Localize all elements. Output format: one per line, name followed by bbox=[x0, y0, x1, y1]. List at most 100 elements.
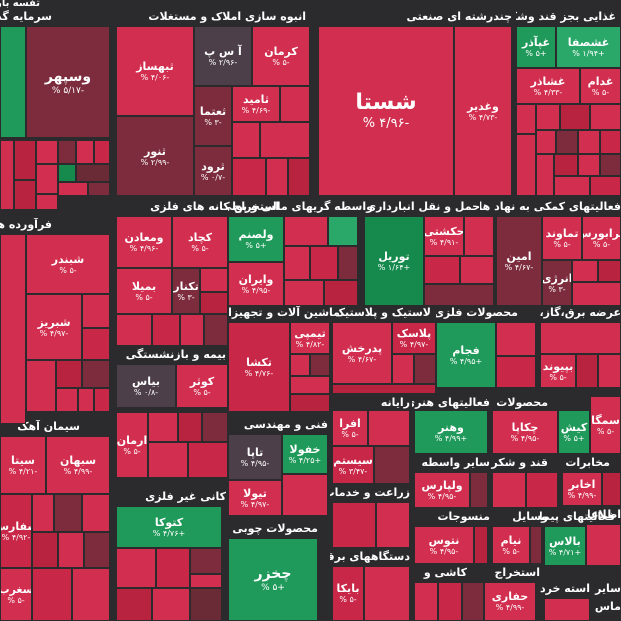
tile-small[interactable] bbox=[82, 494, 110, 532]
tile-sabahsaz[interactable]: ثبهساز -۴/۰۶ % bbox=[116, 26, 194, 116]
sector-header-metalprod[interactable]: محصولات فلزی bbox=[436, 306, 518, 319]
tile-small[interactable] bbox=[284, 246, 310, 280]
tile-small[interactable] bbox=[202, 412, 228, 442]
tile-sefares[interactable]: سفارس -۴/۹۲ % bbox=[0, 494, 32, 568]
sector-header-transport[interactable]: حمل و نقل انبارداری و bbox=[370, 200, 480, 213]
tile-small[interactable] bbox=[578, 130, 600, 154]
tile-amin[interactable]: امین -۴/۶۷ % bbox=[496, 216, 542, 306]
tile-small[interactable] bbox=[36, 194, 58, 210]
tile-tapa[interactable]: تاپا -۴/۹۵ % bbox=[228, 434, 282, 480]
tile-investment-green[interactable] bbox=[0, 26, 26, 138]
tile-ghadam[interactable]: غدام -۵ % bbox=[580, 68, 621, 104]
sector-header-info[interactable]: اطلاعات bbox=[588, 508, 621, 521]
sector-header-contracting[interactable]: فعالیتهای پیمانکاری bbox=[540, 510, 615, 523]
sector-header-telecom[interactable]: مخابرات bbox=[565, 456, 610, 469]
tile-small[interactable] bbox=[530, 526, 542, 564]
tile-small[interactable] bbox=[554, 154, 578, 176]
tile-khafula[interactable]: خفولا +۴/۲۵ % bbox=[282, 434, 328, 474]
tile-small[interactable] bbox=[284, 216, 328, 246]
tile-small[interactable] bbox=[590, 104, 621, 130]
tile-pelask[interactable]: پلاسک -۴/۹۷ % bbox=[392, 322, 436, 354]
tile-small[interactable] bbox=[180, 314, 204, 346]
tile-small[interactable] bbox=[332, 384, 436, 394]
sector-header-ast[interactable]: ماس است bbox=[592, 600, 621, 613]
tile-small[interactable] bbox=[88, 182, 110, 196]
tile-small[interactable] bbox=[94, 388, 110, 412]
tile-small[interactable] bbox=[600, 154, 621, 176]
tile-small[interactable] bbox=[310, 354, 330, 376]
tile-small[interactable] bbox=[280, 86, 310, 122]
tile-small[interactable] bbox=[32, 494, 54, 532]
tile-small[interactable] bbox=[76, 140, 94, 164]
tile-small[interactable] bbox=[116, 548, 156, 588]
tile-small[interactable] bbox=[600, 130, 621, 154]
tile-small[interactable] bbox=[82, 328, 110, 360]
tile-small[interactable] bbox=[152, 588, 190, 621]
tile-small[interactable] bbox=[290, 354, 310, 376]
sector-header-insurance[interactable]: بیمه و بازنشستگی bbox=[125, 348, 226, 361]
tile-vghadir[interactable]: وغدیر -۴/۷۳ % bbox=[454, 26, 512, 196]
tile-small[interactable] bbox=[536, 154, 554, 196]
tile-small[interactable] bbox=[598, 354, 621, 388]
tile-ghashazar[interactable]: غشاذر -۴/۳۳ % bbox=[516, 68, 580, 104]
sector-header-electric[interactable]: عرضه برق،گاز،بخار و bbox=[540, 306, 621, 319]
tile-vahonar[interactable]: وهنر +۴/۹۹ % bbox=[414, 410, 488, 454]
tile-ghapazar[interactable]: غپآذر +۵ % bbox=[516, 26, 556, 68]
tile-small[interactable] bbox=[586, 524, 621, 566]
sector-header-nonmetal[interactable]: کانی غیر فلزی bbox=[145, 490, 226, 503]
tile-arman[interactable]: ارمان -۵ % bbox=[116, 412, 148, 478]
sector-header-appliances[interactable]: دستگاههای برقی bbox=[330, 550, 410, 563]
tile-small[interactable] bbox=[602, 472, 621, 506]
tile-small[interactable] bbox=[200, 292, 228, 314]
tile-small[interactable] bbox=[576, 354, 598, 388]
tile-akhaber[interactable]: اخابر -۴/۹۹ % bbox=[562, 472, 602, 506]
tile-small[interactable] bbox=[152, 314, 180, 346]
tile-sarvad[interactable]: ثرود -۰/۷ % bbox=[194, 146, 232, 196]
tile-small[interactable] bbox=[324, 280, 358, 306]
tile-small[interactable] bbox=[526, 472, 558, 508]
tile-small[interactable] bbox=[94, 140, 110, 164]
sector-header-farming[interactable]: زراعت و خدمات bbox=[330, 486, 410, 499]
tile-small[interactable] bbox=[82, 360, 110, 388]
tile-small[interactable] bbox=[338, 246, 358, 280]
tile-tamavand[interactable]: تماوند -۵ % bbox=[542, 216, 582, 260]
tile-small[interactable] bbox=[590, 176, 621, 196]
tile-kowsar[interactable]: کوثر -۵ % bbox=[176, 364, 228, 408]
tile-small[interactable] bbox=[368, 410, 410, 446]
tile-small[interactable] bbox=[200, 268, 228, 292]
tile-small[interactable] bbox=[516, 104, 536, 134]
tile-refinery-main[interactable] bbox=[0, 234, 26, 424]
tile-small[interactable] bbox=[266, 158, 288, 196]
tile-padrakhsh[interactable]: پدرخش -۴/۶۷ % bbox=[332, 322, 392, 384]
sector-header-financial[interactable]: واسطه گریهای مالی و پولی bbox=[228, 200, 373, 213]
tile-vamaaden[interactable]: ومعادن -۴/۹۶ % bbox=[116, 216, 172, 268]
tile-small[interactable] bbox=[32, 568, 72, 621]
tile-small[interactable] bbox=[32, 532, 58, 568]
tile-hakashti[interactable]: حکشتی -۴/۹۱ % bbox=[424, 216, 464, 256]
tile-small[interactable] bbox=[232, 158, 266, 196]
tile-small[interactable] bbox=[14, 140, 36, 180]
tile-small[interactable] bbox=[544, 598, 590, 621]
tile-small[interactable] bbox=[572, 282, 621, 306]
tile-afra[interactable]: افرا -۵ % bbox=[332, 410, 368, 446]
tile-fajam[interactable]: فجام +۴/۹۵ % bbox=[436, 322, 496, 388]
sector-header-textile[interactable]: منسوجات bbox=[437, 510, 490, 523]
tile-small[interactable] bbox=[54, 494, 82, 532]
tile-small[interactable] bbox=[58, 140, 76, 164]
tile-samid[interactable]: ثامید -۴/۶۹ % bbox=[232, 86, 280, 122]
tile-small[interactable] bbox=[190, 588, 222, 621]
tile-small[interactable] bbox=[496, 322, 536, 356]
tile-small[interactable] bbox=[284, 280, 324, 306]
tile-ghashsafa[interactable]: غشصفا +۱/۹۴ % bbox=[556, 26, 621, 68]
tile-small[interactable] bbox=[572, 260, 598, 282]
tile-kechad[interactable]: کچاد -۵ % bbox=[172, 216, 228, 268]
tile-small[interactable] bbox=[578, 154, 600, 176]
tile-small[interactable] bbox=[474, 526, 488, 564]
tile-small[interactable] bbox=[156, 548, 190, 588]
tile-small[interactable] bbox=[58, 164, 76, 182]
tile-small[interactable] bbox=[36, 140, 58, 164]
sector-header-rubber[interactable]: لاستیک و پلاستیک bbox=[336, 306, 431, 319]
tile-small[interactable] bbox=[414, 354, 436, 384]
sector-header-metalextract[interactable]: استخراج کانه های فلزی bbox=[150, 200, 279, 213]
tile-sebahan[interactable]: سبهان -۴/۹۹ % bbox=[46, 436, 110, 494]
